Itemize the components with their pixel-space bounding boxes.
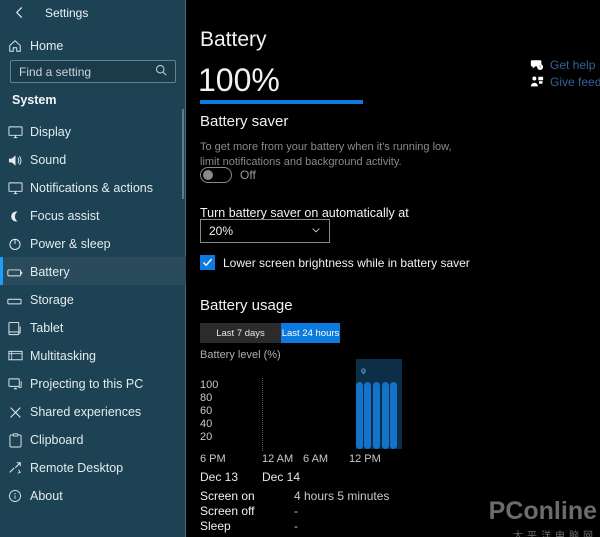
svg-text:?: ? (539, 65, 541, 69)
